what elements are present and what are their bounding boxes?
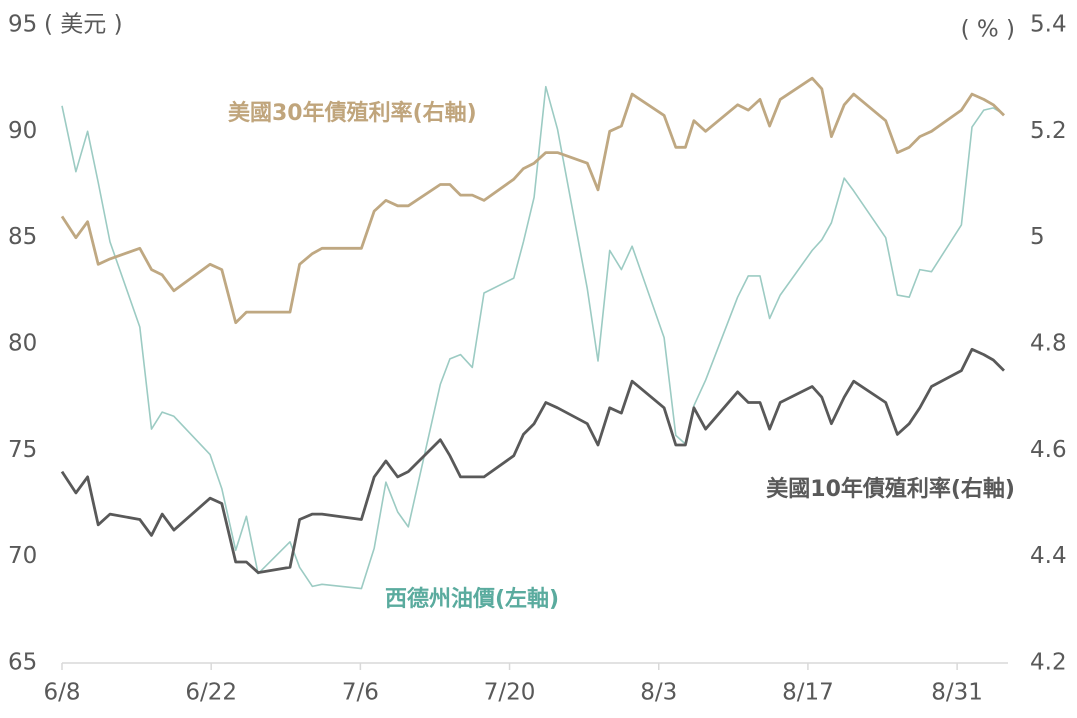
series-label: 西德州油價(左軸) xyxy=(385,586,559,612)
y2-unit-label: ( % ) xyxy=(961,17,1015,43)
y2-tick-label: 5.4 xyxy=(1030,12,1067,38)
y-tick-label: 80 xyxy=(8,331,37,357)
y2-tick-label: 4.6 xyxy=(1030,437,1067,463)
y2-tick-label: 4.2 xyxy=(1030,650,1067,676)
x-tick-label: 7/20 xyxy=(484,680,536,706)
x-tick-label: 8/17 xyxy=(782,680,834,706)
series-line xyxy=(60,76,1005,325)
x-tick-label: 6/8 xyxy=(43,680,80,706)
series-label: 美國30年債殖利率(右軸) xyxy=(228,100,477,126)
x-tick-label: 8/31 xyxy=(931,680,983,706)
y-tick-label: 75 xyxy=(8,437,37,463)
y2-tick-label: 4.8 xyxy=(1030,331,1067,357)
x-tick-label: 7/6 xyxy=(342,680,379,706)
series-line xyxy=(61,85,1005,590)
y-tick-label: 90 xyxy=(8,118,37,144)
y-tick-label: 65 xyxy=(8,650,37,676)
y-tick-label: 85 xyxy=(8,224,37,250)
y-tick-label: 70 xyxy=(8,543,37,569)
x-tick-label: 8/3 xyxy=(640,680,677,706)
series-line xyxy=(60,347,1005,574)
x-tick-label: 6/22 xyxy=(185,680,237,706)
y-unit-label: ( 美元 ) xyxy=(44,12,123,38)
y2-tick-label: 5 xyxy=(1030,224,1045,250)
series-label: 美國10年債殖利率(右軸) xyxy=(766,476,1015,502)
y-tick-label: 95 xyxy=(8,12,37,38)
y2-tick-label: 4.4 xyxy=(1030,543,1067,569)
y2-tick-label: 5.2 xyxy=(1030,118,1067,144)
